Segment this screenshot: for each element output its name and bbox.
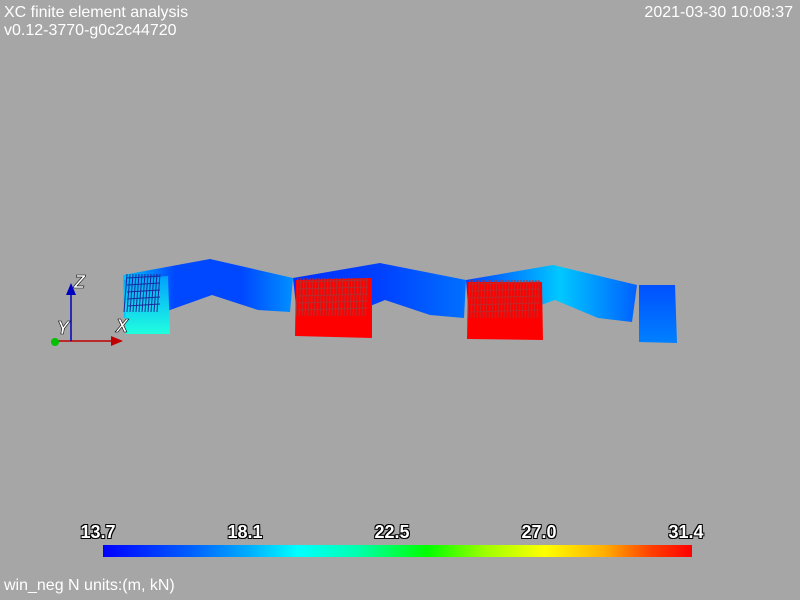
z-axis-label: Z: [73, 272, 86, 292]
colorbar-tick-1: 13.7: [80, 522, 116, 542]
z-axis-arrow: [66, 283, 76, 295]
y-axis-label: Y: [57, 318, 71, 338]
datetime-label: 2021-03-30 10:08:37: [644, 4, 793, 21]
axes-triad: X Y Z: [51, 272, 129, 346]
hatch-lines-1: [123, 273, 161, 313]
colorbar-tick-3: 22.5: [374, 522, 410, 542]
units-label: win_neg N units:(m, kN): [4, 577, 175, 594]
colorbar-tick-2: 18.1: [227, 522, 263, 542]
column-2[interactable]: [295, 278, 372, 338]
x-axis-arrow: [111, 336, 123, 346]
colorbar-ticks: 13.7 18.1 22.5 27.0 31.4: [0, 522, 800, 546]
x-axis-label: X: [115, 316, 129, 336]
y-axis-point: [51, 338, 59, 346]
colorbar-tick-4: 27.0: [521, 522, 557, 542]
app-title: XC finite element analysis: [4, 4, 189, 21]
colorbar-tick-5: 31.4: [668, 522, 704, 542]
version-label: v0.12-3770-g0c2c44720: [4, 22, 177, 39]
column-4[interactable]: [639, 285, 677, 343]
colorbar: [103, 545, 692, 557]
hatch-lines-3: [467, 279, 541, 319]
hatch-lines-2: [295, 277, 369, 317]
